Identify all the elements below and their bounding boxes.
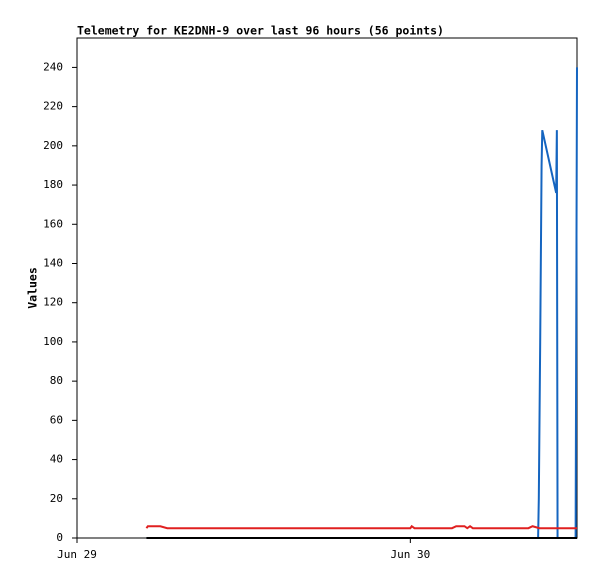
y-tick-label: 180	[43, 178, 63, 191]
y-tick-label: 0	[56, 531, 63, 544]
y-tick-label: 140	[43, 256, 63, 269]
y-tick-label: 60	[50, 413, 63, 426]
y-tick-label: 100	[43, 335, 63, 348]
y-tick-label: 240	[43, 60, 63, 73]
chart-title: Telemetry for KE2DNH-9 over last 96 hour…	[77, 24, 444, 38]
y-tick-label: 200	[43, 139, 63, 152]
x-tick-label: Jun 29	[57, 548, 97, 561]
y-tick-label: 80	[50, 374, 63, 387]
y-tick-label: 20	[50, 492, 63, 505]
y-tick-label: 160	[43, 217, 63, 230]
y-tick-label: 120	[43, 296, 63, 309]
y-tick-label: 40	[50, 453, 63, 466]
y-axis-label: Values	[26, 267, 40, 309]
series-line	[145, 524, 577, 530]
y-tick-label: 220	[43, 100, 63, 113]
x-tick-label: Jun 30	[390, 548, 430, 561]
